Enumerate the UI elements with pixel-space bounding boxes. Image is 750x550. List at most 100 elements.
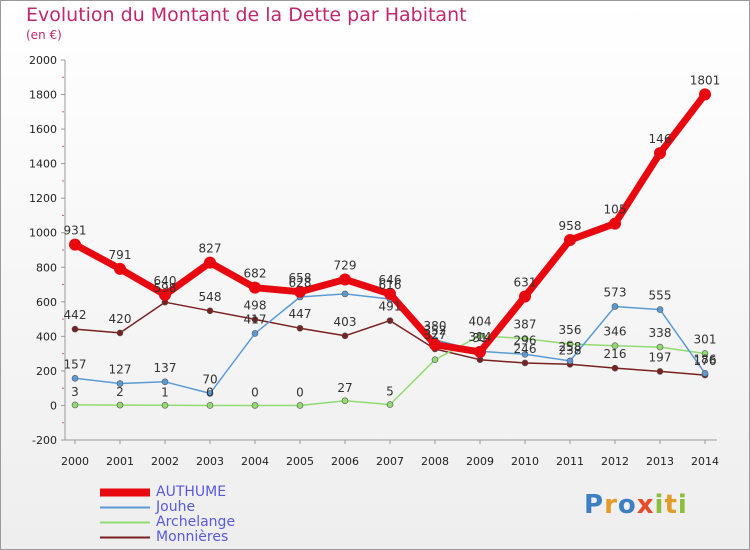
data-label: 791	[109, 248, 132, 262]
data-point	[341, 290, 349, 298]
data-point	[699, 88, 711, 101]
data-point	[116, 380, 124, 387]
data-label: 3	[71, 385, 79, 399]
data-label: 5	[386, 385, 394, 399]
data-label: 498	[244, 298, 267, 312]
data-point	[611, 364, 619, 372]
data-point	[204, 256, 216, 269]
data-label: 598	[154, 281, 177, 295]
data-point	[384, 287, 396, 300]
data-label: 380	[424, 319, 447, 333]
logo-letter: o	[617, 490, 637, 520]
data-label: 420	[109, 312, 132, 326]
data-label: 646	[379, 273, 402, 287]
x-tick-label: 2013	[646, 455, 674, 468]
data-point	[521, 351, 529, 358]
data-label: 404	[469, 315, 492, 329]
y-tick-label: -200	[32, 434, 57, 447]
logo-letter: P	[584, 490, 605, 520]
x-tick-label: 2002	[151, 455, 179, 468]
data-point	[521, 335, 529, 342]
data-point	[341, 397, 349, 405]
x-tick-label: 2010	[511, 455, 539, 468]
x-tick-label: 2001	[106, 455, 134, 468]
data-label: 356	[559, 323, 582, 337]
data-label: 573	[604, 285, 627, 299]
y-tick-label: 1400	[29, 158, 57, 171]
x-tick-label: 2004	[241, 455, 269, 468]
data-label: 157	[64, 357, 87, 371]
data-label: 197	[649, 350, 672, 364]
x-tick-label: 2000	[61, 455, 89, 468]
data-point	[566, 340, 574, 348]
data-point	[206, 402, 214, 409]
x-tick-label: 2009	[466, 455, 494, 468]
data-label: 352	[424, 324, 447, 338]
data-label: 616	[379, 278, 402, 292]
logo-letter: r	[604, 490, 618, 520]
data-point	[206, 307, 214, 315]
data-label: 127	[109, 363, 132, 377]
legend-item: Archelange	[100, 515, 350, 530]
data-label: 146	[649, 132, 672, 146]
data-label: 628	[289, 276, 312, 290]
data-point	[519, 290, 531, 303]
data-label: 447	[289, 307, 312, 321]
data-point	[386, 401, 394, 408]
data-label: 105	[604, 203, 627, 217]
data-label: 387	[514, 318, 537, 332]
legend-item: AUTHUME	[100, 485, 350, 500]
x-tick-label: 2008	[421, 455, 449, 468]
data-point	[116, 329, 124, 337]
data-point	[521, 359, 529, 367]
data-point	[611, 342, 619, 349]
y-tick-label: 400	[36, 330, 57, 343]
data-point	[116, 401, 124, 409]
legend-item: Monnières	[100, 530, 350, 545]
data-point	[564, 233, 576, 246]
legend-item: Jouhe	[100, 500, 350, 515]
data-label: 1	[161, 385, 169, 399]
x-tick-label: 2011	[556, 455, 584, 468]
data-point	[386, 317, 394, 324]
data-point	[159, 288, 171, 301]
data-label: 548	[199, 290, 222, 304]
data-label: 31	[472, 331, 487, 345]
data-label: 246	[514, 342, 537, 356]
data-label: 238	[559, 343, 582, 357]
proxiti-logo: Proxiti	[584, 490, 688, 520]
data-point	[609, 217, 621, 230]
data-point	[206, 390, 214, 397]
data-label: 403	[334, 315, 357, 329]
data-label: 1801	[690, 73, 721, 87]
data-label: 658	[289, 271, 312, 285]
data-point	[296, 324, 304, 332]
data-label: 338	[649, 326, 672, 340]
x-tick-label: 2005	[286, 455, 314, 468]
data-label: 555	[649, 289, 672, 303]
y-tick-label: 1000	[29, 227, 57, 240]
data-point	[114, 262, 126, 275]
data-point	[251, 402, 259, 409]
data-point	[654, 147, 666, 160]
data-point	[251, 330, 259, 337]
data-point	[71, 375, 79, 382]
logo-letter: t	[664, 490, 678, 520]
x-tick-label: 2007	[376, 455, 404, 468]
data-label: 729	[334, 259, 357, 273]
data-point	[161, 401, 169, 409]
y-tick-label: 800	[36, 261, 57, 274]
data-label: 442	[64, 308, 87, 322]
data-point	[474, 345, 486, 358]
data-point	[611, 303, 619, 310]
y-tick-label: 1200	[29, 192, 57, 205]
legend-swatch	[100, 500, 150, 515]
data-point	[476, 332, 484, 339]
data-label: 640	[154, 274, 177, 288]
y-tick-label: 200	[36, 365, 57, 378]
logo-letter: i	[654, 490, 665, 520]
data-point	[656, 368, 664, 375]
data-point	[656, 306, 664, 313]
data-label: 186	[694, 352, 717, 366]
